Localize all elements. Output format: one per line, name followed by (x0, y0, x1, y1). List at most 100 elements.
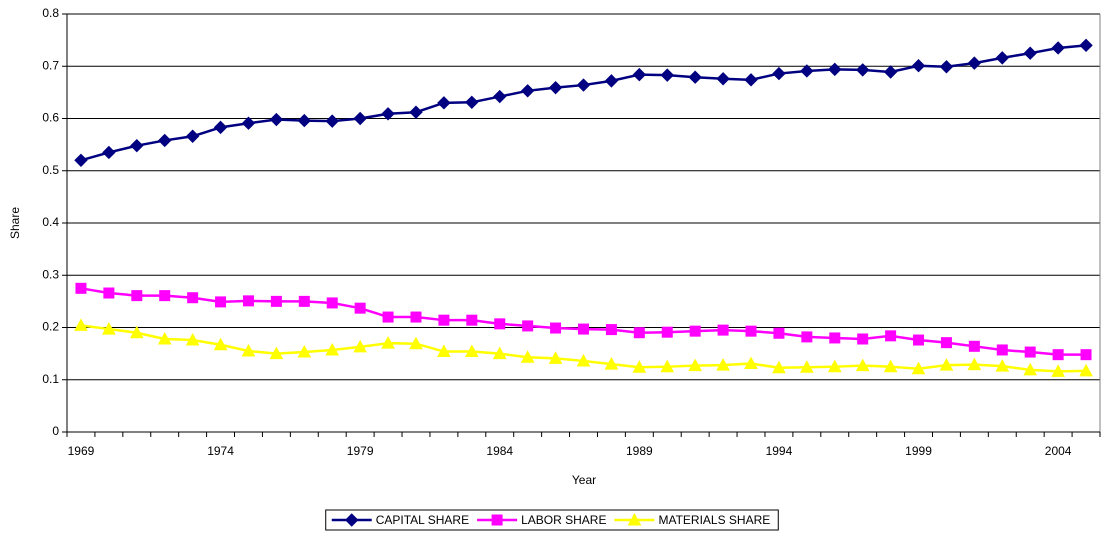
marker (550, 322, 562, 334)
x-tick-label: 1979 (347, 444, 374, 458)
marker (297, 113, 312, 128)
marker (1023, 362, 1038, 376)
y-tick-label: 0.5 (42, 163, 59, 177)
marker (688, 70, 702, 84)
marker (242, 295, 254, 307)
x-tick-label: 1969 (68, 444, 95, 458)
marker (326, 297, 338, 309)
marker (716, 72, 730, 86)
marker (911, 361, 926, 375)
marker (353, 339, 367, 353)
marker (1052, 349, 1064, 361)
marker (129, 325, 144, 339)
marker (633, 327, 645, 339)
legend-label: CAPITAL SHARE (376, 513, 469, 527)
x-tick-label: 1989 (626, 444, 653, 458)
marker (159, 290, 171, 302)
marker (828, 62, 842, 77)
marker (131, 290, 143, 302)
marker (576, 353, 591, 367)
marker (75, 282, 87, 294)
marker (130, 138, 144, 153)
marker (103, 287, 115, 299)
marker (885, 330, 897, 342)
marker (241, 343, 256, 357)
marker (1079, 38, 1093, 53)
marker (185, 332, 200, 346)
marker (270, 295, 282, 307)
x-axis-title: Year (572, 473, 596, 487)
marker (1079, 363, 1093, 377)
marker (632, 360, 647, 373)
marker (102, 145, 116, 160)
marker (74, 153, 88, 168)
marker (185, 129, 200, 143)
y-tick-label: 0.1 (42, 372, 59, 386)
y-tick-label: 0.6 (42, 111, 59, 125)
marker (381, 336, 395, 349)
y-tick-label: 0.3 (42, 267, 59, 281)
marker (157, 331, 172, 345)
marker (744, 356, 758, 370)
marker (410, 311, 422, 323)
legend-marker (627, 512, 642, 526)
marker (548, 351, 563, 364)
marker (522, 320, 534, 332)
marker (939, 358, 954, 371)
marker (438, 314, 450, 326)
marker (298, 295, 310, 307)
marker (297, 345, 312, 358)
legend-marker (345, 513, 359, 527)
marker (660, 359, 675, 373)
legend: CAPITAL SHARE LABOR SHARE MATERIALS SHARE (325, 509, 779, 531)
marker (855, 358, 870, 372)
y-tick-label: 0.7 (42, 58, 59, 72)
y-axis-title: Share (8, 207, 22, 239)
marker (855, 63, 870, 77)
marker (158, 133, 172, 148)
marker (1024, 346, 1036, 358)
marker (269, 346, 284, 360)
marker (605, 324, 617, 336)
marker (381, 107, 395, 121)
marker (493, 89, 507, 104)
marker (409, 336, 423, 350)
marker (1023, 46, 1037, 60)
marker (772, 66, 786, 81)
marker (325, 114, 339, 128)
marker (520, 350, 535, 363)
marker (382, 311, 394, 323)
marker (213, 120, 228, 135)
legend-box (325, 509, 779, 531)
y-tick-label: 0.4 (42, 215, 59, 229)
marker (492, 346, 507, 360)
marker (437, 344, 451, 358)
marker (354, 302, 366, 314)
marker (772, 360, 786, 374)
marker (465, 95, 479, 110)
series-line (80, 44, 1087, 162)
y-tick-label: 0.8 (42, 6, 59, 20)
legend-label: MATERIALS SHARE (658, 513, 770, 527)
marker (995, 51, 1009, 65)
marker (968, 340, 980, 352)
marker (744, 73, 758, 87)
marker (996, 344, 1008, 356)
marker (801, 331, 813, 343)
x-tick-label: 2004 (1045, 444, 1072, 458)
marker (74, 318, 88, 331)
x-tick-label: 1974 (207, 444, 234, 458)
marker (604, 74, 619, 88)
marker (911, 59, 926, 73)
marker (883, 65, 898, 79)
marker (689, 325, 701, 337)
marker (102, 322, 116, 335)
marker (1051, 41, 1065, 55)
marker (940, 337, 952, 349)
marker (632, 67, 647, 82)
x-tick-label: 1984 (486, 444, 513, 458)
marker (353, 111, 367, 126)
marker (717, 324, 729, 336)
marker (829, 332, 841, 344)
